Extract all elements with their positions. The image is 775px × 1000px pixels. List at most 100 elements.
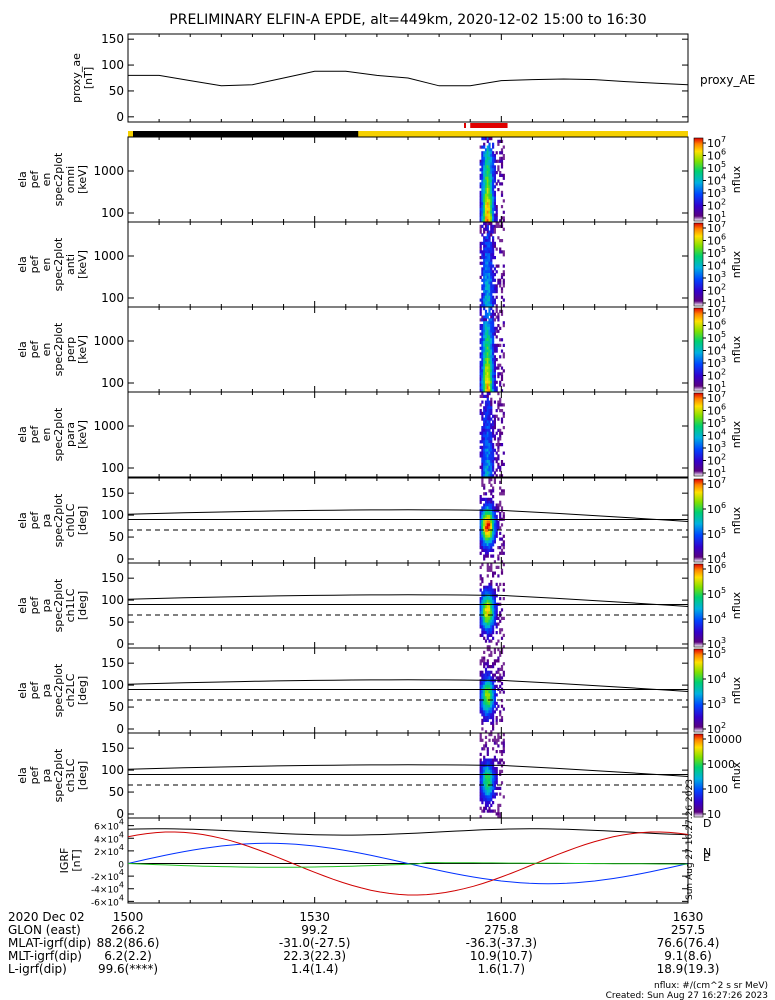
spectrogram-cell [502,199,505,203]
spectrogram-cell [479,767,482,771]
spectrogram-cell [483,216,486,220]
spectrogram-cell [495,414,498,418]
spectrogram-cell [492,792,495,796]
spectrogram-cell [492,574,495,578]
spectrogram-cell [483,287,486,291]
spectrogram-cell [484,798,488,802]
spectrogram-cell [500,275,504,279]
spectrogram-cell [484,148,488,152]
spectrogram-cell [488,679,491,683]
spectrogram-cell [490,775,493,779]
spectrogram-cell [492,205,495,209]
spectrogram-cell [490,546,493,550]
spectrogram-cell [483,321,486,325]
spectrogram-cell [483,483,486,487]
spectrogram-cell [492,329,495,333]
spectrogram-cell [486,509,489,513]
spectrogram-cell [481,394,484,398]
spectrogram-cell [502,284,505,288]
spectrogram-cell [502,403,505,407]
spectrogram-cell [499,156,502,160]
spectrogram-cell [490,795,493,799]
spectrogram-cell [502,761,505,765]
spectrogram-cell [490,628,493,632]
spectrogram-cell [488,321,491,325]
spectrogram-cell [493,199,496,203]
spectrogram-cell [486,718,489,722]
panel-frame-0 [127,136,689,223]
spectrogram-cell [495,409,498,413]
spectrogram-cell [486,665,489,669]
spectrogram-cell [493,611,496,615]
spectrogram-cell [495,346,498,350]
spectrogram-cell [486,803,489,807]
spectrogram-cell [488,190,491,194]
spectrogram-cell [483,588,486,592]
spectrogram-cell [486,386,489,390]
spectrogram-cell [492,631,495,635]
panel-ylabel-7-line: pef [28,766,41,785]
spectrogram-cell [479,312,482,316]
spectrogram-cell [484,190,488,194]
spectrogram-cell [488,389,491,393]
spectrogram-cell [486,375,489,379]
colorbar-3 [693,392,704,477]
spectrogram-cell [488,795,491,799]
spectrogram-cell [492,287,495,291]
spectrogram-cell [490,188,493,192]
spectrogram-cell [483,363,486,367]
spectrogram-cell [488,480,491,484]
panel-ylabel-4-line: spec2plot [52,493,65,547]
spectrogram-cell [499,611,502,615]
spectrogram-cell [483,512,486,516]
spectrogram-cell [483,614,486,618]
spectrogram-cell [492,176,495,180]
spectrogram-cell [499,551,502,555]
spectrogram-cell [492,298,495,302]
spectrogram-cell [500,571,504,575]
spectrogram-cell [479,326,482,330]
spectrogram-cell [493,360,496,364]
spectrogram-cell [484,551,488,555]
spectrogram-cell [490,676,493,680]
spectrogram-cell [490,210,493,214]
spectrogram-cell [500,716,504,720]
igrf-curve-1 [127,842,689,885]
spectrogram-cell [493,560,496,564]
spectrogram-cell [483,352,486,356]
spectrogram-cell [492,721,495,725]
spectrogram-cell [484,730,488,734]
spectrogram-cell [481,781,484,785]
spectrogram-cell [499,224,502,228]
spectrogram-cell [484,616,488,620]
spectrogram-cell [479,227,482,231]
colorbar-tick-label: 103 [707,355,726,370]
panel-ylabel-1-line: pef [28,255,41,274]
spectrogram-cell [492,588,495,592]
colorbar-tick-label: 102 [707,283,726,298]
spectrogram-cell [486,662,489,666]
spectrogram-cell [481,372,484,376]
spectrogram-cell [479,205,482,209]
y-tick-label: 150 [101,486,124,500]
spectrogram-cell [490,622,493,626]
spectrogram-cell [484,775,488,779]
spectrogram-cell [479,599,482,603]
spectrogram-cell [492,529,495,533]
spectrogram-cell [488,568,491,572]
spectrogram-cell [486,443,489,447]
spectrogram-cell [490,764,493,768]
spectrogram-cell [481,801,484,805]
spectrogram-cell [486,801,489,805]
spectrogram-cell [499,468,502,472]
spectrogram-cell [488,704,491,708]
spectrogram-cell [502,278,505,282]
panel-ylabel-5-line: [deg] [76,591,89,620]
spectrogram-cell [495,451,498,455]
spectrogram-cell [483,156,486,160]
spectrogram-cell [488,420,491,424]
spectrogram-cell [481,462,484,466]
spectrogram-cell [492,278,495,282]
spectrogram-cell [479,611,482,615]
